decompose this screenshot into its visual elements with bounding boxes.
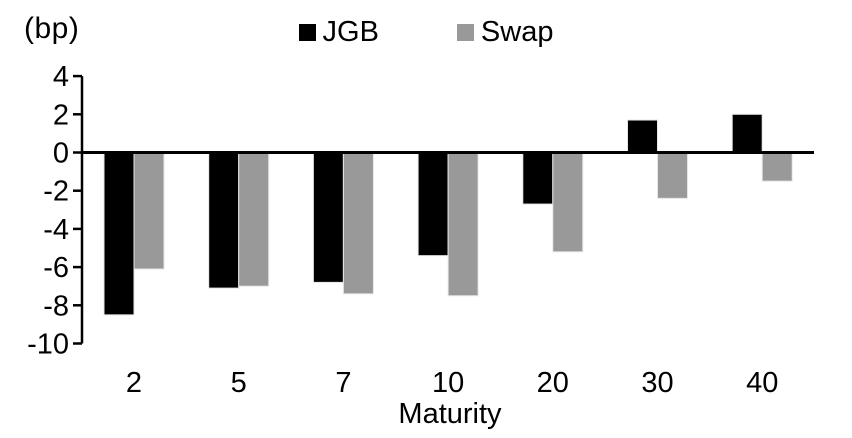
y-axis-tick-label: -4 — [43, 214, 69, 246]
bar-jgb-20 — [522, 152, 554, 205]
bar-jgb-30 — [627, 119, 658, 153]
y-axis-tick-label: 4 — [53, 61, 69, 93]
bar-swap-10 — [447, 152, 479, 297]
y-axis-tick-label: -8 — [43, 290, 69, 322]
y-axis-tick-label: 2 — [53, 99, 69, 131]
x-axis-tick-label: 7 — [335, 367, 351, 399]
x-axis-title: Maturity — [398, 398, 502, 430]
legend-label-jgb: JGB — [322, 16, 379, 48]
y-axis-tick-label: -6 — [43, 252, 69, 284]
bar-jgb-5 — [208, 152, 240, 289]
x-axis-tick-label: 2 — [126, 367, 142, 399]
x-axis-tick-label: 40 — [746, 367, 778, 399]
x-axis-tick-label: 30 — [641, 367, 673, 399]
bar-swap-7 — [342, 152, 374, 295]
x-axis-tick-label: 5 — [231, 367, 247, 399]
legend: JGB Swap — [0, 16, 852, 49]
bar-jgb-40 — [731, 113, 763, 154]
y-axis-tick-label: -10 — [27, 329, 69, 361]
legend-item-jgb: JGB — [298, 16, 379, 49]
y-axis-tick-label: -2 — [43, 176, 69, 208]
bar-swap-5 — [238, 152, 270, 287]
legend-swatch-jgb-icon — [298, 24, 316, 41]
legend-item-swap: Swap — [456, 16, 554, 49]
bar-jgb-10 — [417, 152, 449, 257]
legend-label-swap: Swap — [480, 16, 554, 48]
bar-swap-20 — [552, 152, 584, 253]
y-axis-unit-label: (bp) — [24, 12, 80, 45]
bar-swap-2 — [133, 152, 165, 270]
bar-swap-40 — [761, 152, 793, 182]
bar-jgb-2 — [103, 152, 135, 316]
x-axis-tick-label: 10 — [432, 367, 464, 399]
legend-swatch-swap-icon — [456, 24, 474, 41]
x-axis-tick-label: 20 — [537, 367, 569, 399]
bar-swap-30 — [657, 152, 688, 199]
y-axis-tick-label: 0 — [53, 138, 69, 170]
bar-jgb-7 — [312, 152, 344, 283]
